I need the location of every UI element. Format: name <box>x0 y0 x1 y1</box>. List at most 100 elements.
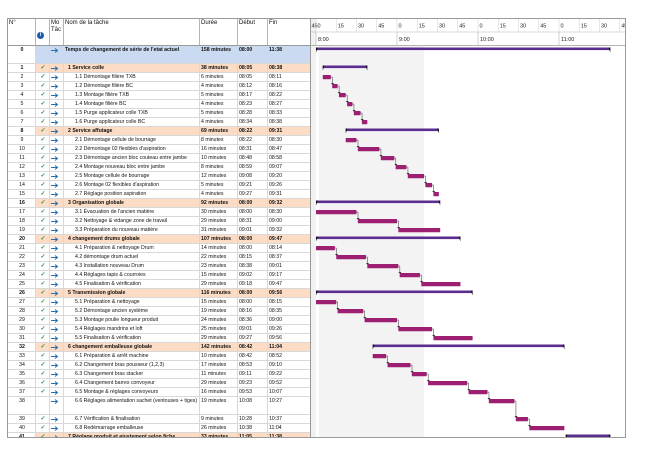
task-name[interactable]: 4.5 Finalisation & vérification <box>64 280 200 288</box>
task-finish[interactable]: 09:47 <box>268 235 310 243</box>
task-row[interactable]: 29 ✓ 5.3 Montage poulie longueur produit 24… <box>8 316 310 325</box>
task-name[interactable]: 1.6 Purge applicateur colle BC <box>64 118 200 126</box>
task-finish[interactable]: 09:07 <box>268 163 310 171</box>
task-start[interactable]: 09:21 <box>238 181 268 189</box>
task-name[interactable]: 4.1 Préparation & nettoyage Drum <box>64 244 200 252</box>
task-start[interactable]: 08:23 <box>238 100 268 108</box>
task-duration[interactable]: 5 minutes <box>200 109 238 117</box>
task-finish[interactable]: 08:58 <box>268 154 310 162</box>
task-duration[interactable]: 4 minutes <box>200 118 238 126</box>
task-duration[interactable]: 33 minutes <box>200 433 238 437</box>
task-name[interactable]: 1.2 Démontage filière BC <box>64 82 200 90</box>
task-duration[interactable]: 29 minutes <box>200 280 238 288</box>
task-finish[interactable]: 09:26 <box>268 181 310 189</box>
task-finish[interactable]: 09:31 <box>268 127 310 135</box>
task-start[interactable]: 08:38 <box>238 262 268 270</box>
task-finish[interactable]: 08:14 <box>268 244 310 252</box>
task-row[interactable]: 30 ✓ 5.4 Réglages mandrins et loft 25 minut… <box>8 325 310 334</box>
task-start[interactable]: 10:08 <box>238 397 268 414</box>
task-start[interactable]: 09:08 <box>238 172 268 180</box>
task-start[interactable]: 09:02 <box>238 271 268 279</box>
summary-row[interactable]: 0 Temps de changement de série de l'etat … <box>8 46 310 64</box>
task-finish[interactable]: 08:22 <box>268 91 310 99</box>
task-finish[interactable]: 08:47 <box>268 145 310 153</box>
task-duration[interactable]: 8 minutes <box>200 163 238 171</box>
task-duration[interactable]: 31 minutes <box>200 226 238 234</box>
task-row[interactable]: 40 ✓ 6.8 Redémarrage emballeuse 26 minutes 1… <box>8 424 310 433</box>
task-finish[interactable]: 08:35 <box>268 307 310 315</box>
task-name[interactable]: 5.2 Démontage ancien système <box>64 307 200 315</box>
task-start[interactable]: 08:00 <box>238 244 268 252</box>
task-row[interactable]: 13 ✓ 2.5 Montage cellule de bourrage 12 min… <box>8 172 310 181</box>
task-duration[interactable]: 29 minutes <box>200 217 238 225</box>
task-start[interactable]: 11:05 <box>238 433 268 437</box>
task-start[interactable]: 08:00 <box>238 289 268 297</box>
summary-row[interactable]: 16 ✓ 3 Organisation globale 92 minutes 08:00… <box>8 199 310 208</box>
task-start[interactable]: 09:18 <box>238 280 268 288</box>
task-start[interactable]: 10:38 <box>238 424 268 432</box>
task-name[interactable]: 2.4 Montage nouveau bloc entre jambe <box>64 163 200 171</box>
task-finish[interactable]: 09:56 <box>268 289 310 297</box>
task-start[interactable]: 09:11 <box>238 370 268 378</box>
task-row[interactable]: 28 ✓ 5.2 Démontage ancien système 19 minute… <box>8 307 310 316</box>
task-start[interactable]: 08:17 <box>238 91 268 99</box>
task-finish[interactable]: 11:38 <box>268 433 310 437</box>
task-duration[interactable]: 16 minutes <box>200 145 238 153</box>
summary-row[interactable]: 20 ✓ 4 changement drums globale 107 minutes… <box>8 235 310 244</box>
task-name[interactable]: 2.7 Réglage position aspiration <box>64 190 200 198</box>
task-duration[interactable]: 15 minutes <box>200 298 238 306</box>
task-name[interactable]: 5 Transmission globale <box>64 289 200 297</box>
task-start[interactable]: 08:00 <box>238 235 268 243</box>
task-start[interactable]: 09:53 <box>238 388 268 396</box>
task-finish[interactable]: 09:32 <box>268 199 310 207</box>
task-row[interactable]: 34 ✓ 6.2 Changement bras pousseur (1,2,3) 1… <box>8 361 310 370</box>
task-duration[interactable]: 92 minutes <box>200 199 238 207</box>
task-duration[interactable]: 69 minutes <box>200 127 238 135</box>
task-finish[interactable]: 09:20 <box>268 172 310 180</box>
task-row[interactable]: 27 ✓ 5.1 Préparation & nettoyage 15 minutes… <box>8 298 310 307</box>
task-start[interactable]: 09:01 <box>238 325 268 333</box>
task-name[interactable]: 7 Réglage produit et ajustement selon fi… <box>64 433 200 437</box>
task-start[interactable]: 08:42 <box>238 343 268 351</box>
task-name[interactable]: 6.8 Redémarrage emballeuse <box>64 424 200 432</box>
task-name[interactable]: 1.3 Montage filière TXB <box>64 91 200 99</box>
task-finish[interactable]: 09:32 <box>268 226 310 234</box>
task-row[interactable]: 17 ✓ 3.1 Évacuation de l'ancien matière 30 … <box>8 208 310 217</box>
task-name[interactable]: 6.2 Changement bras pousseur (1,2,3) <box>64 361 200 369</box>
task-row[interactable]: 5 ✓ 1.4 Montage filière BC 4 minutes 08:23 08… <box>8 100 310 109</box>
task-finish[interactable]: 09:17 <box>268 271 310 279</box>
task-finish[interactable]: 09:31 <box>268 190 310 198</box>
task-start[interactable]: 08:12 <box>238 82 268 90</box>
task-name[interactable]: 1.5 Purge applicateur colle TXB <box>64 109 200 117</box>
task-row[interactable]: 2 ✓ 1.1 Démontage filière TXB 6 minutes 08:0… <box>8 73 310 82</box>
task-row[interactable]: 35 ✓ 6.3 Changement bras stacker 11 minutes… <box>8 370 310 379</box>
task-start[interactable]: 08:34 <box>238 118 268 126</box>
task-start[interactable]: 08:00 <box>238 298 268 306</box>
task-start[interactable]: 08:00 <box>238 208 268 216</box>
task-name[interactable]: 3.1 Évacuation de l'ancien matière <box>64 208 200 216</box>
task-name[interactable]: 2.2 Démontage 02 flexibles d'aspiration <box>64 145 200 153</box>
summary-row[interactable]: 41 ✓ 7 Réglage produit et ajustement selon… <box>8 433 310 437</box>
task-name[interactable]: 3 Organisation globale <box>64 199 200 207</box>
task-row[interactable]: 12 ✓ 2.4 Montage nouveau bloc entre jambe 8… <box>8 163 310 172</box>
task-start[interactable]: 08:42 <box>238 352 268 360</box>
task-row[interactable]: 6 ✓ 1.5 Purge applicateur colle TXB 5 minut… <box>8 109 310 118</box>
task-start[interactable]: 08:05 <box>238 64 268 72</box>
task-duration[interactable]: 29 minutes <box>200 334 238 342</box>
task-start[interactable]: 08:22 <box>238 136 268 144</box>
task-finish[interactable]: 08:37 <box>268 253 310 261</box>
task-duration[interactable]: 142 minutes <box>200 343 238 351</box>
task-duration[interactable]: 25 minutes <box>200 325 238 333</box>
task-row[interactable]: 18 ✓ 3.2 Nettoyage & vidange zone de trava… <box>8 217 310 226</box>
task-duration[interactable]: 29 minutes <box>200 379 238 387</box>
task-name[interactable]: 2.3 Démontage ancien bloc couteau entre … <box>64 154 200 162</box>
task-row[interactable]: 24 ✓ 4.4 Réglages tapis & courroies 15 minu… <box>8 271 310 280</box>
task-row[interactable]: 39 ✓ 6.7 Vérification & finalisation 9 minu… <box>8 415 310 424</box>
task-name[interactable]: 2 Service affutage <box>64 127 200 135</box>
task-name[interactable]: 5.3 Montage poulie longueur produit <box>64 316 200 324</box>
task-row[interactable]: 23 ✓ 4.3 Installation nouveau Drum 23 minut… <box>8 262 310 271</box>
task-duration[interactable]: 4 minutes <box>200 82 238 90</box>
task-start[interactable]: 08:15 <box>238 253 268 261</box>
summary-row[interactable]: 26 ✓ 5 Transmission globale 116 minutes 08:0… <box>8 289 310 298</box>
task-name[interactable]: 2.6 Montage 02 flexibles d'aspiration <box>64 181 200 189</box>
